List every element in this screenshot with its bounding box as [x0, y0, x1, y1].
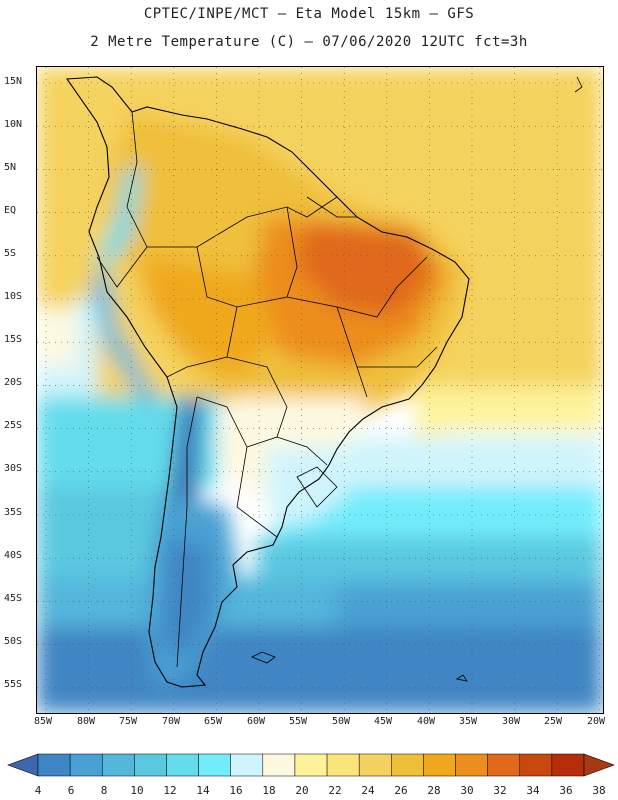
colorbar-swatch: [326, 753, 360, 777]
colorbar-swatch: [423, 753, 456, 777]
colorbar-label: 22: [328, 784, 342, 797]
colorbar-swatch: [455, 753, 488, 777]
temperature-colorbar: [7, 753, 615, 777]
lat-tick-label: 15S: [4, 334, 23, 345]
colorbar-swatch: [230, 753, 264, 777]
colorbar-label: 34: [526, 784, 540, 797]
lat-tick-label: 30S: [4, 463, 23, 474]
continent-coastline: [65, 76, 470, 688]
lat-tick-label: 35S: [4, 507, 23, 518]
lat-tick-label: 5N: [4, 162, 17, 173]
lon-tick-label: 30W: [501, 716, 521, 727]
map-title-line1: CPTEC/INPE/MCT – Eta Model 15km – GFS: [143, 6, 475, 22]
lat-tick-label: 50S: [4, 636, 23, 647]
colorbar-label: 36: [559, 784, 573, 797]
colorbar-swatch: [134, 753, 167, 777]
colorbar-label: 18: [262, 784, 276, 797]
colorbar-label: 24: [361, 784, 375, 797]
lat-tick-label: 10N: [4, 119, 23, 130]
colorbar-max-arrow: [583, 753, 615, 777]
lon-tick-label: 35W: [458, 716, 478, 727]
lon-tick-label: 40W: [416, 716, 436, 727]
lat-tick-label: 45S: [4, 593, 23, 604]
lon-tick-label: 65W: [203, 716, 223, 727]
colorbar-swatch: [519, 753, 553, 777]
lon-tick-label: 75W: [118, 716, 138, 727]
colorbar-label: 28: [427, 784, 441, 797]
colorbar-swatch: [551, 753, 585, 777]
colorbar-label: 38: [592, 784, 606, 797]
map-canvas: [37, 67, 603, 713]
colorbar-label: 20: [295, 784, 309, 797]
colorbar-label: 26: [394, 784, 408, 797]
lat-tick-label: 20S: [4, 377, 23, 388]
colorbar-swatch: [166, 753, 199, 777]
lat-tick-label: EQ: [4, 205, 17, 216]
colorbar-label: 4: [34, 784, 42, 797]
colorbar-label: 30: [460, 784, 474, 797]
map-title-line2: 2 Metre Temperature (C) – 07/06/2020 12U…: [90, 34, 528, 50]
colorbar-label: 32: [493, 784, 507, 797]
lat-tick-label: 10S: [4, 291, 23, 302]
lon-tick-label: 25W: [543, 716, 563, 727]
lon-tick-label: 45W: [373, 716, 393, 727]
colorbar-swatch: [294, 753, 328, 777]
colorbar-label: 12: [163, 784, 177, 797]
temperature-blend: [37, 67, 603, 713]
lon-tick-label: 85W: [33, 716, 53, 727]
colorbar-swatch: [391, 753, 424, 777]
temperature-map[interactable]: [36, 66, 604, 714]
lon-tick-label: 20W: [586, 716, 606, 727]
colorbar-swatch: [262, 753, 296, 777]
colorbar-label: 8: [100, 784, 108, 797]
colorbar-swatch: [487, 753, 521, 777]
colorbar-swatch: [198, 753, 231, 777]
country-borders: [96, 111, 438, 668]
colorbar-label: 6: [67, 784, 75, 797]
lon-tick-label: 80W: [76, 716, 96, 727]
colorbar-label: 14: [196, 784, 210, 797]
lon-tick-label: 60W: [246, 716, 266, 727]
lon-tick-label: 50W: [331, 716, 351, 727]
colorbar-label: 10: [130, 784, 144, 797]
colorbar-min-arrow: [7, 753, 39, 777]
lat-tick-label: 55S: [4, 679, 23, 690]
colorbar-swatch: [358, 753, 392, 777]
colorbar-swatch: [69, 753, 103, 777]
lat-tick-label: 15N: [4, 76, 23, 87]
lat-tick-label: 25S: [4, 420, 23, 431]
lon-tick-label: 55W: [288, 716, 308, 727]
lat-lon-grid: [37, 67, 603, 713]
colorbar-label: 16: [229, 784, 243, 797]
lon-tick-label: 70W: [161, 716, 181, 727]
colorbar-swatch: [37, 753, 71, 777]
islands: [251, 76, 583, 682]
lat-tick-label: 5S: [4, 248, 17, 259]
lat-tick-label: 40S: [4, 550, 23, 561]
colorbar-swatch: [101, 753, 135, 777]
